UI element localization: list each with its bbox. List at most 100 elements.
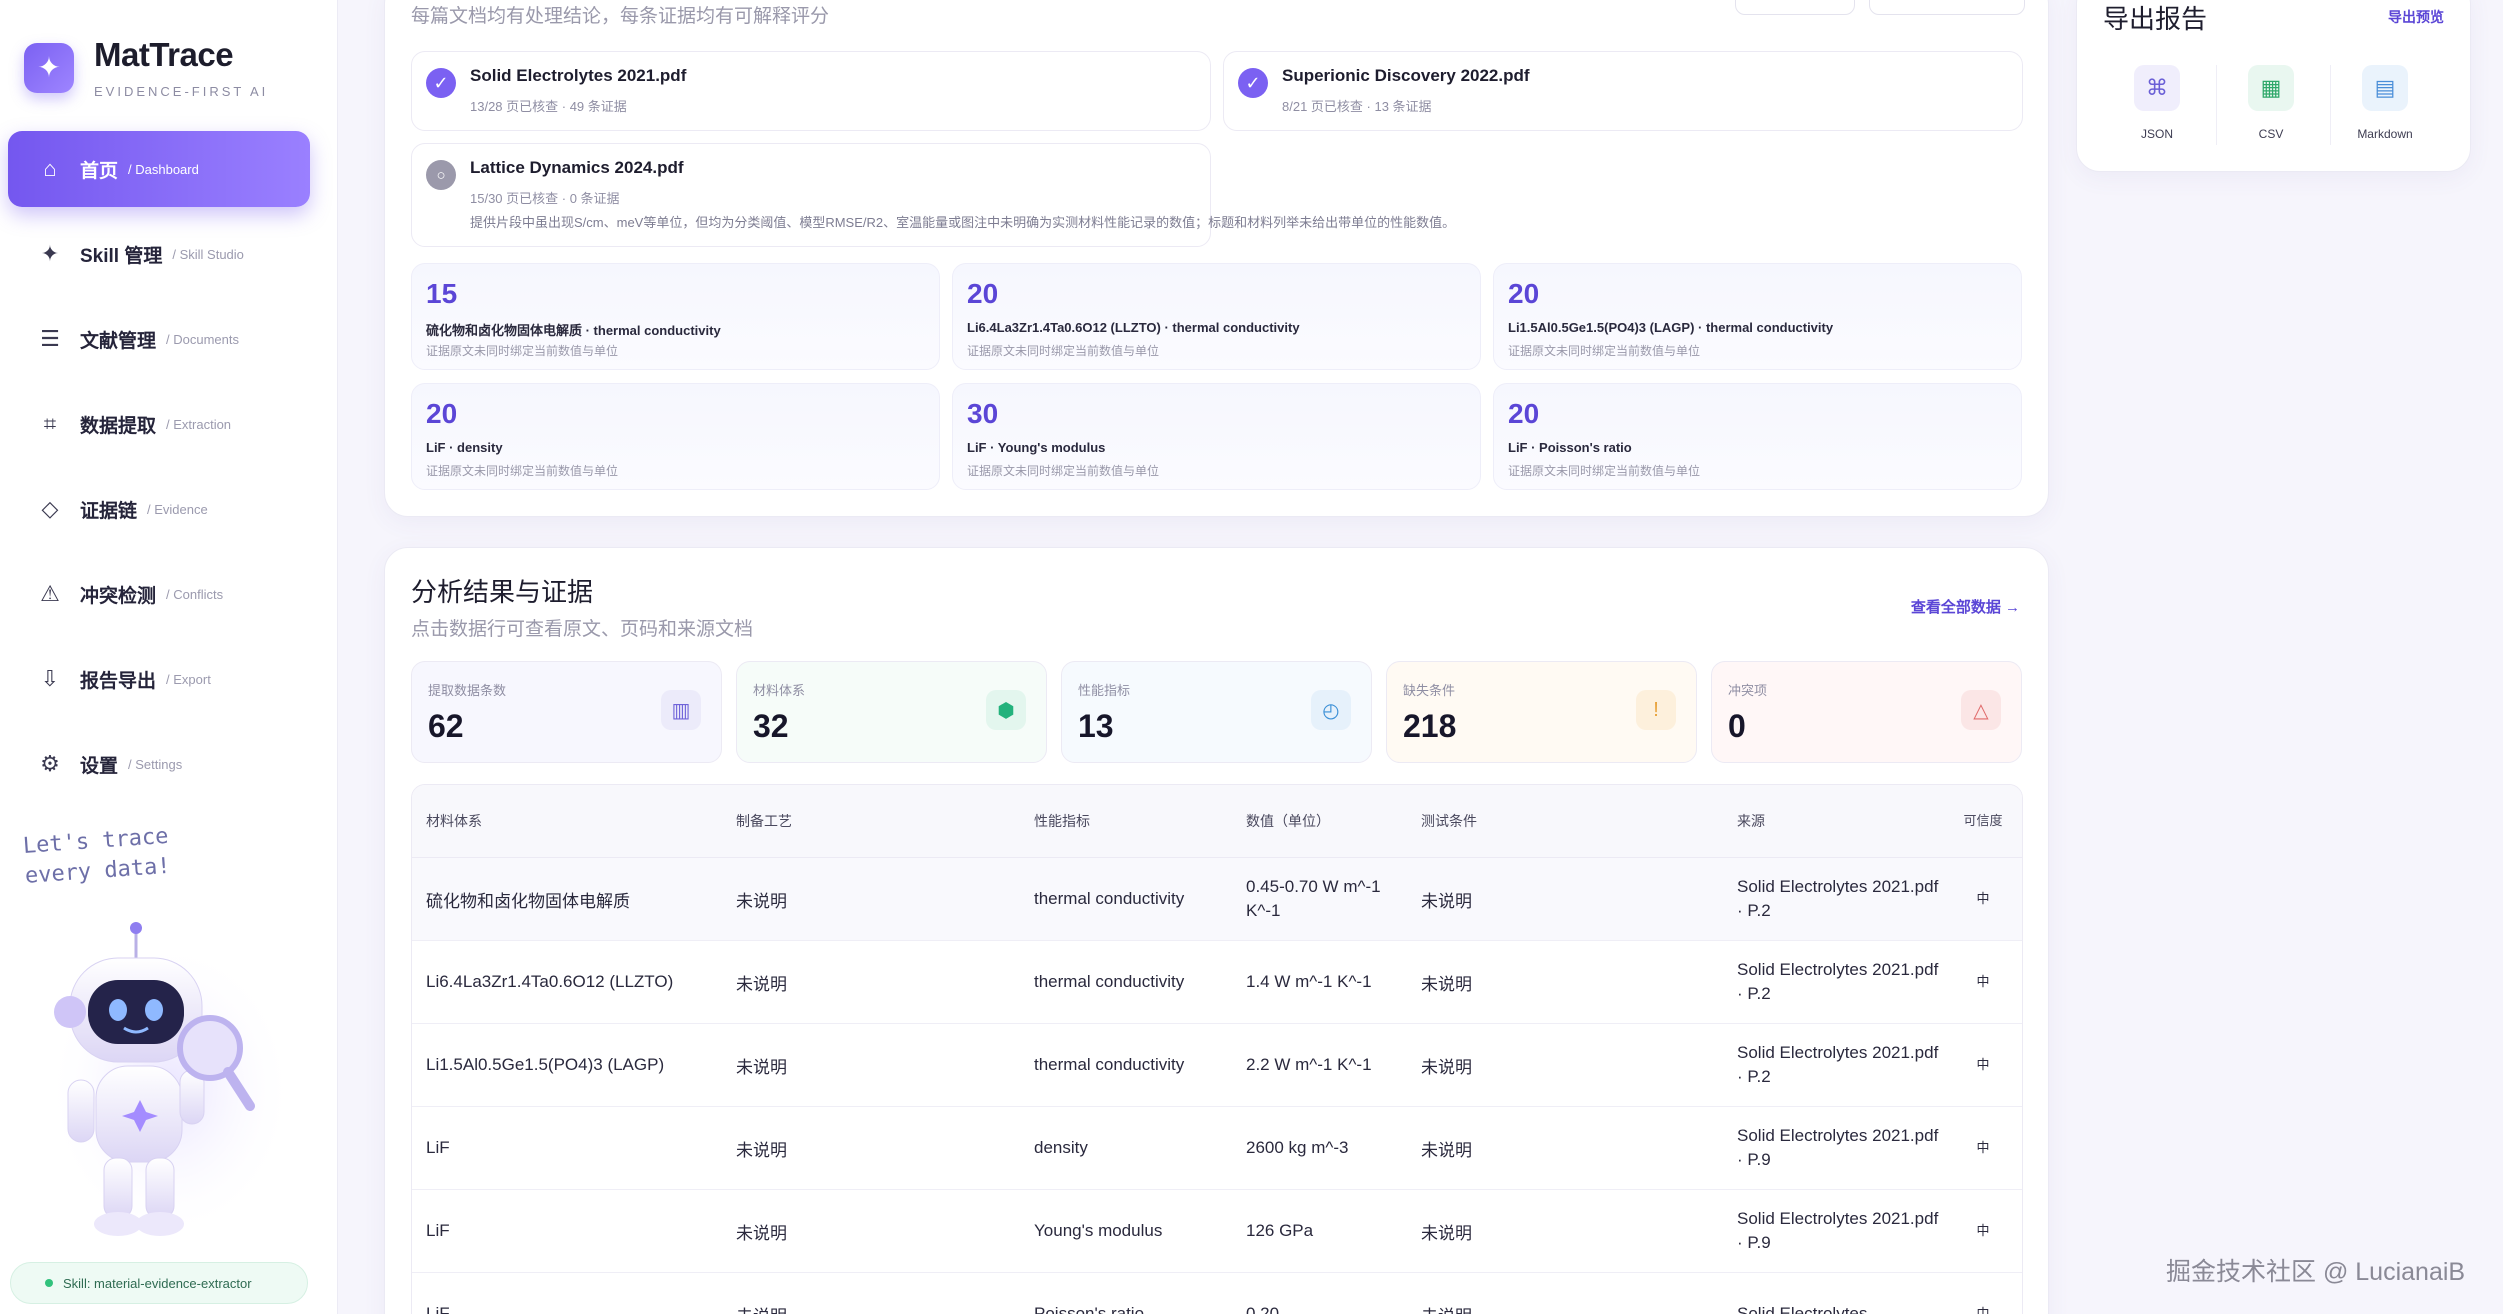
table-row[interactable]: Li1.5Al0.5Ge1.5(PO4)3 (LAGP) 未说明 thermal c… [412, 1024, 2022, 1107]
sidebar-item-conflicts[interactable]: ⚠ 冲突检测 / Conflicts [8, 556, 310, 632]
table-cell-property: thermal conductivity [1034, 889, 1185, 908]
metric-card[interactable]: 提取数据条数 62 ▥ [411, 661, 722, 763]
table-row[interactable]: 硫化物和卤化物固体电解质 未说明 thermal conductivity 0.45-… [412, 858, 2022, 941]
check-icon: ✓ [426, 68, 456, 98]
metric-card[interactable]: 性能指标 13 ◴ [1061, 661, 1372, 763]
column-header[interactable]: 测试条件 [1421, 813, 1477, 829]
table-cell-confidence: 中 [1976, 1057, 1990, 1072]
column-header[interactable]: 材料体系 [426, 813, 482, 829]
sidebar-item-skill-studio[interactable]: ✦ Skill 管理 / Skill Studio [8, 216, 310, 292]
sidebar-item-evidence[interactable]: ◇ 证据链 / Evidence [8, 471, 310, 547]
document-card[interactable]: ✓ Solid Electrolytes 2021.pdf 13/28 页已核查 ·… [411, 51, 1211, 131]
cube-icon: ⬢ [986, 690, 1026, 730]
missing-condition-tile[interactable]: 20 LiF · Poisson's ratio 证据原文未同时绑定当前数值与单位 [1493, 383, 2022, 490]
table-row[interactable]: Li6.4La3Zr1.4Ta0.6O12 (LLZTO) 未说明 thermal … [412, 941, 2022, 1024]
column-header[interactable]: 制备工艺 [736, 813, 792, 829]
sidebar-item-dashboard[interactable]: ⌂ 首页 / Dashboard [8, 131, 310, 207]
metric-label: 材料体系 [753, 683, 806, 698]
metric-label: 性能指标 [1078, 683, 1131, 698]
check-icon: ✓ [1238, 68, 1268, 98]
watermark: 掘金技术社区 @ LucianaiB [2166, 1258, 2466, 1286]
column-header[interactable]: 数值（单位） [1246, 813, 1330, 829]
sidebar-item-documents[interactable]: ☰ 文献管理 / Documents [8, 301, 310, 377]
status-dot [45, 1279, 53, 1287]
analysis-subtitle: 点击数据行可查看原文、页码和来源文档 [411, 619, 754, 640]
table-cell-material: LiF [426, 1138, 450, 1157]
table-cell-material: LiF [426, 1304, 450, 1314]
sparkle-logo-icon: ✦ [24, 42, 74, 93]
table-cell-confidence: 中 [1976, 1140, 1990, 1155]
export-format-label: JSON [2140, 127, 2173, 141]
metric-card[interactable]: 缺失条件 218! [1386, 661, 1697, 763]
brand-subtitle: EVIDENCE-FIRST AI [94, 84, 269, 99]
table-cell-material: 硫化物和卤化物固体电解质 [426, 891, 630, 911]
table-cell-value: 0.45-0.70 W m^-1 K^-1 [1246, 877, 1381, 920]
warning-icon: ⚠ [40, 581, 60, 606]
sidebar-item-label: 证据链 [80, 500, 138, 522]
export-json-button[interactable]: ⌘ JSON [2112, 65, 2202, 141]
tile-title: LiF · density [426, 440, 503, 455]
sidebar-item-sublabel: / Extraction [166, 416, 232, 432]
document-meta: 15/30 页已核查 · 0 条证据 [470, 191, 620, 206]
evidence-table: 材料体系 制备工艺 性能指标 数值（单位） 测试条件 来源 可信度 硫化物和卤化物固体电解质… [411, 784, 2023, 1314]
sidebar-item-sublabel: / Evidence [147, 501, 208, 517]
divider [2216, 65, 2217, 145]
metric-card[interactable]: 冲突项 0 △ [1711, 661, 2022, 763]
documents-note: 每篇文档均有处理结论，每条证据均有可解释评分 [411, 6, 830, 27]
export-markdown-button[interactable]: ▤ Markdown [2340, 65, 2430, 141]
export-preview-link[interactable]: 导出预览 [2388, 9, 2444, 25]
column-header[interactable]: 性能指标 [1034, 813, 1090, 829]
toolbar-button[interactable] [1735, 0, 1855, 15]
warning-triangle-icon: △ [1961, 690, 2001, 730]
tagline: Let's trace every data! [22, 823, 172, 889]
view-all-data-link[interactable]: 查看全部数据 → [1910, 599, 2020, 616]
tile-description: 证据原文未同时绑定当前数值与单位 [1508, 344, 1701, 358]
table-cell-material: Li6.4La3Zr1.4Ta0.6O12 (LLZTO) [426, 972, 674, 991]
export-csv-button[interactable]: ▦ CSV [2226, 65, 2316, 141]
table-cell-source: Solid Electrolytes 2021.pdf · P.2 [1737, 960, 1939, 1003]
table-cell-condition: 未说明 [1421, 891, 1472, 911]
tile-count: 20 [1508, 278, 1540, 309]
sidebar-item-extraction[interactable]: ⌗ 数据提取 / Extraction [8, 386, 310, 462]
missing-condition-tile[interactable]: 30 LiF · Young's modulus 证据原文未同时绑定当前数值与单位 [952, 383, 1481, 490]
table-cell-source: Solid Electrolytes 2021.pdf · P.9 [1737, 1209, 1939, 1252]
table-cell-confidence: 中 [1976, 974, 1990, 989]
robot-mascot-illustration [45, 922, 295, 1240]
tile-description: 证据原文未同时绑定当前数值与单位 [967, 344, 1160, 358]
sidebar-item-label: 首页 [80, 160, 119, 182]
tile-description: 证据原文未同时绑定当前数值与单位 [967, 464, 1160, 478]
missing-condition-tile[interactable]: 20 Li6.4La3Zr1.4Ta0.6O12 (LLZTO) · therma… [952, 263, 1481, 370]
table-cell-material: Li1.5Al0.5Ge1.5(PO4)3 (LAGP) [426, 1055, 665, 1074]
document-card[interactable]: ○ Lattice Dynamics 2024.pdf 15/30 页已核查 · 0… [411, 143, 1455, 247]
sidebar-item-label: 数据提取 [80, 415, 157, 437]
table-cell-condition: 未说明 [1421, 1140, 1472, 1160]
table-row[interactable]: LiF 未说明 density 2600 kg m^-3 未说明 Solid Electr… [412, 1107, 2022, 1190]
metric-value: 0 [1728, 708, 1746, 744]
sidebar-item-sublabel: / Conflicts [166, 586, 224, 602]
document-card[interactable]: ✓ Superionic Discovery 2022.pdf 8/21 页已核查 … [1223, 51, 2023, 131]
sidebar-item-sublabel: / Documents [166, 331, 239, 347]
table-cell-material: LiF [426, 1221, 450, 1240]
tile-description: 证据原文未同时绑定当前数值与单位 [426, 344, 619, 358]
brand[interactable]: ✦ MatTrace EVIDENCE-FIRST AI [24, 36, 268, 99]
export-report-card: 导出报告 导出预览 ⌘ JSON ▦ CSV ▤ Markdown [2076, 0, 2471, 172]
skill-status-pill[interactable]: Skill: material-evidence-extractor [10, 1262, 308, 1304]
metric-card[interactable]: 材料体系 32 ⬢ [736, 661, 1047, 763]
column-header[interactable]: 来源 [1737, 813, 1765, 829]
sidebar-item-settings[interactable]: ⚙ 设置 / Settings [8, 726, 310, 802]
metric-label: 提取数据条数 [428, 683, 507, 698]
missing-condition-tile[interactable]: 15 硫化物和卤化物固体电解质 · thermal conductivity 证据原… [411, 263, 940, 370]
table-cell-process: 未说明 [736, 891, 787, 911]
missing-condition-tile[interactable]: 20 LiF · density 证据原文未同时绑定当前数值与单位 [411, 383, 940, 490]
table-cell-value: 1.4 W m^-1 K^-1 [1246, 972, 1372, 991]
column-header[interactable]: 可信度 [1963, 813, 2003, 828]
missing-condition-tile[interactable]: 20 Li1.5Al0.5Ge1.5(PO4)3 (LAGP) · thermal… [1493, 263, 2022, 370]
table-row[interactable]: LiF 未说明 Poisson's ratio 0.20 未说明 Solid Electr… [412, 1273, 2022, 1314]
sidebar-item-sublabel: / Export [166, 671, 211, 687]
tile-count: 20 [967, 278, 999, 309]
sidebar-item-export[interactable]: ⇩ 报告导出 / Export [8, 641, 310, 717]
download-icon: ⇩ [40, 666, 60, 691]
toolbar-button[interactable] [1869, 0, 2025, 15]
table-row[interactable]: LiF 未说明 Young's modulus 126 GPa 未说明 Solid Ele… [412, 1190, 2022, 1273]
export-title: 导出报告 [2103, 4, 2208, 34]
